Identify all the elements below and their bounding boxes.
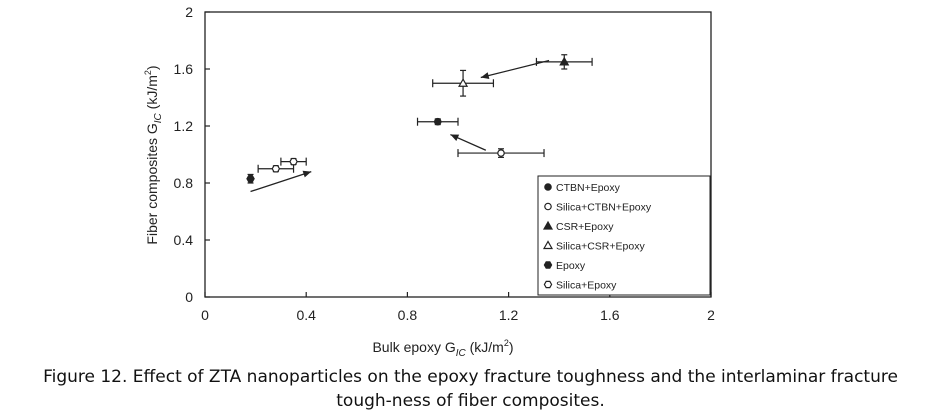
y-axis-label: Fiber composites GIC (kJ/m2) [143,65,164,244]
legend-entry: Epoxy [543,260,586,272]
data-marker [433,117,442,126]
legend-entry: Silica+Epoxy [543,280,617,292]
legend-label: Silica+CTBN+Epoxy [556,202,652,214]
trend-arrow-head [480,72,490,80]
data-marker [289,157,298,166]
data-point-silica-csr-epoxy [432,69,495,97]
chart: 0 0.4 0.8 1.2 1.6 2 0 0.4 0.8 1.2 1.6 2 Bulk epoxy … [143,4,716,359]
y-tick-label: 2 [185,4,193,20]
legend-label: Silica+Epoxy [556,280,617,292]
legend-marker [543,280,553,289]
legend-entry: Silica+CSR+Epoxy [542,240,645,253]
x-tick-label: 1.6 [600,307,620,323]
legend: CTBN+Epoxy Silica+CTBN+Epoxy CSR+Epoxy Sili… [537,175,711,296]
x-tick-label: 0.8 [398,307,418,323]
data-marker [458,78,469,87]
legend-label: CSR+Epoxy [556,221,614,233]
legend-marker [542,240,554,250]
legend-label: Silica+CSR+Epoxy [556,241,645,253]
data-marker [559,56,570,66]
trend-arrow-head [302,170,312,178]
y-tick-label: 0 [185,289,193,305]
ticks-group: 0 0.4 0.8 1.2 1.6 2 0 0.4 0.8 1.2 1.6 2 [174,4,716,323]
legend-marker [542,220,554,230]
data-marker [246,175,255,183]
trend-arrow-line [480,59,550,79]
y-tick-label: 0.8 [174,175,194,191]
points-group [246,54,593,184]
legend-marker [544,183,552,191]
data-marker [497,149,505,157]
caption-line-2: tough-ness of fiber composites. [336,391,605,411]
legend-marker [544,202,552,211]
legend-label: CTBN+Epoxy [556,182,621,194]
legend-entry: Silica+CTBN+Epoxy [544,202,652,214]
x-tick-label: 0.4 [296,307,316,323]
legend-entry: CTBN+Epoxy [544,182,621,194]
x-tick-label: 0 [201,307,209,323]
data-point-epoxy [246,173,255,184]
x-axis-label: Bulk epoxy GIC (kJ/m2) [372,338,513,359]
data-marker [271,165,281,173]
x-tick-label: 2 [707,307,715,323]
legend-box [537,175,711,296]
trend-arrow-line [250,170,312,193]
data-point-silica-epoxy [257,164,295,173]
plot-area [204,11,712,298]
figure-caption: Figure 12. Effect of ZTA nanoparticles o… [0,365,941,413]
x-tick-label: 1.2 [499,307,519,323]
legend-marker [543,261,553,269]
y-tick-label: 1.6 [174,61,194,77]
y-tick-label: 0.4 [174,232,194,248]
data-point-csr-epoxy [535,54,593,70]
data-point-silica-epoxy [280,157,307,166]
legend-label: Epoxy [556,260,586,272]
legend-entry: CSR+Epoxy [542,220,614,233]
trend-arrow-head [450,134,460,141]
caption-line-1: Figure 12. Effect of ZTA nanoparticles o… [43,367,898,387]
arrows-group [250,59,550,193]
data-point-ctbn-epoxy [416,117,459,126]
data-point-silica-ctbn-epoxy [457,148,545,158]
y-tick-label: 1.2 [174,118,194,134]
